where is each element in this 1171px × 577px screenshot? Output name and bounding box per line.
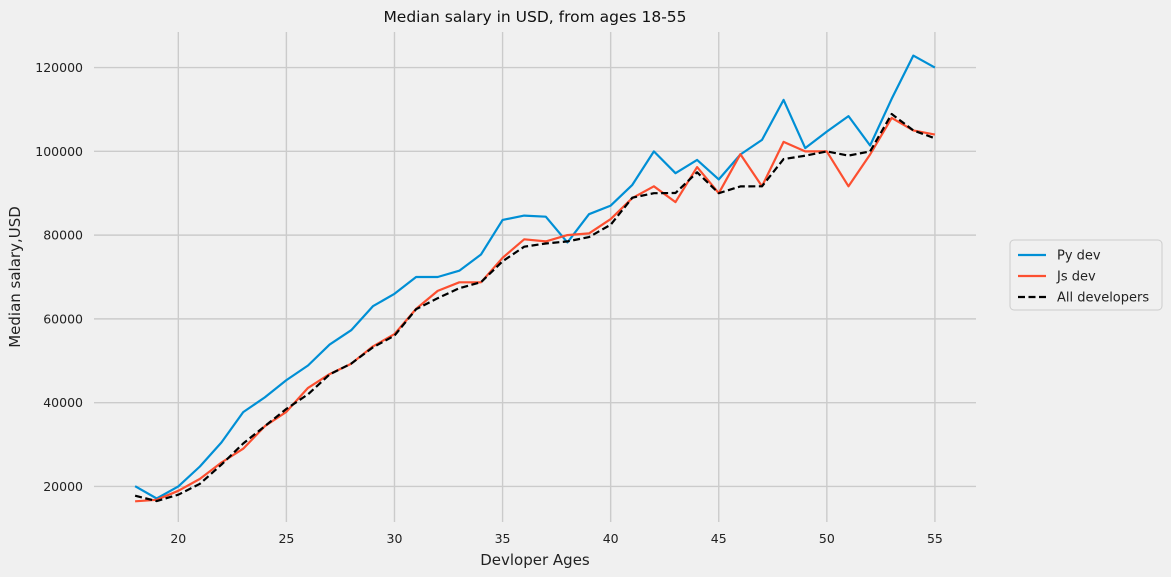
x-tick-label: 25 — [278, 531, 294, 546]
x-tick-label: 20 — [170, 531, 186, 546]
y-tick-label: 80000 — [43, 228, 83, 243]
y-axis-label: Median salary,USD — [6, 206, 24, 348]
legend: Py dev Js dev All developers — [1009, 239, 1163, 311]
x-tick-label: 35 — [495, 531, 511, 546]
x-axis-label: Devloper Ages — [480, 551, 590, 569]
x-tick-label: 55 — [927, 531, 943, 546]
chart-title: Median salary in USD, from ages 18-55 — [383, 8, 686, 26]
grid-lines — [94, 32, 976, 522]
series-line-1 — [135, 116, 936, 503]
legend-box — [1009, 239, 1163, 311]
y-tick-label: 60000 — [43, 311, 83, 326]
y-tick-labels: 20000 40000 60000 80000 100000 120000 — [35, 60, 83, 494]
y-tick-label: 100000 — [35, 144, 83, 159]
series-line-0 — [134, 54, 936, 500]
y-tick-label: 20000 — [43, 479, 83, 494]
series-line-2 — [134, 112, 936, 503]
series-lines — [134, 54, 936, 503]
legend-label-2: All developers — [1057, 291, 1149, 306]
y-tick-label: 40000 — [43, 395, 83, 410]
x-tick-label: 40 — [603, 531, 619, 546]
x-tick-labels: 20 25 30 35 40 45 50 55 — [170, 531, 943, 546]
legend-label-1: Js dev — [1056, 270, 1096, 285]
x-tick-label: 50 — [819, 531, 835, 546]
legend-label-0: Py dev — [1057, 249, 1101, 264]
x-tick-label: 45 — [711, 531, 727, 546]
x-tick-label: 30 — [387, 531, 403, 546]
y-tick-label: 120000 — [35, 60, 83, 75]
